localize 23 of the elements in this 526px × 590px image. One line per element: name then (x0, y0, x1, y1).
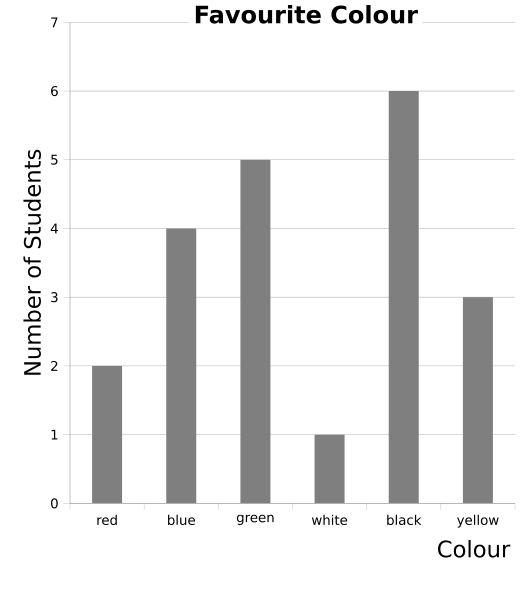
y-tick-label: 0 (51, 498, 58, 508)
bar (388, 91, 419, 504)
y-tick-label: 1 (52, 430, 58, 440)
x-tick-label: yellow (457, 514, 499, 528)
y-tick-label: 3 (51, 292, 58, 302)
bar (462, 297, 493, 504)
y-tick-label: 5 (51, 154, 58, 165)
y-tick-label: 4 (50, 224, 58, 234)
x-tick-label: red (97, 514, 117, 526)
x-tick-label: black (387, 514, 422, 526)
chart-title: Favourite Colour (196, 5, 418, 24)
y-tick-label: 6 (51, 86, 58, 96)
x-axis-title: Colour (438, 540, 510, 558)
x-tick-label: blue (168, 514, 195, 526)
x-tick-label: white (312, 514, 348, 526)
x-tick-label: green (236, 514, 274, 525)
y-axis-title: Number of Students (23, 150, 41, 375)
bar (314, 434, 345, 504)
bar (92, 366, 122, 504)
bar (240, 160, 270, 504)
y-tick-label: 7 (51, 17, 58, 28)
y-tick-label: 2 (51, 360, 58, 371)
bar (166, 228, 196, 504)
